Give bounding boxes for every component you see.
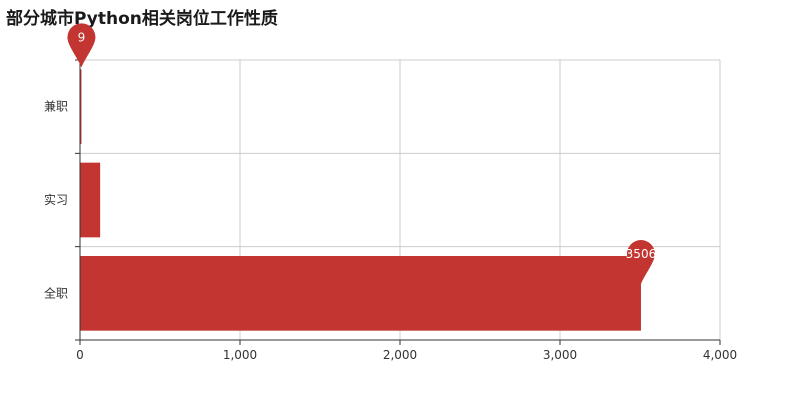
bar-2: [80, 69, 82, 144]
y-tick-label: 全职: [44, 285, 68, 300]
x-tick-label: 1,000: [223, 348, 257, 362]
x-tick-label: 3,000: [543, 348, 577, 362]
mark-pin-label: 3506: [626, 247, 657, 261]
x-tick-label: 4,000: [703, 348, 737, 362]
mark-point-兼职: 9: [67, 23, 96, 68]
x-tick-label: 0: [76, 348, 84, 362]
mark-pin-shape: [626, 240, 655, 284]
axes: 全职 实习 兼职 0 1,000 2,000 3,000 4,000: [44, 59, 737, 362]
chart-title: 部分城市Python相关岗位工作性质: [6, 9, 278, 29]
mark-pin-label: 9: [78, 30, 86, 44]
bars: [80, 69, 641, 331]
y-tick-label: 实习: [44, 192, 68, 207]
mark-pin-shape: [67, 23, 96, 68]
mark-point-全职: 3506: [626, 240, 657, 284]
mark-points: 9 3506: [67, 23, 656, 284]
y-tick-label: 兼职: [44, 100, 68, 114]
bar-1: [80, 162, 101, 238]
x-tick-label: 2,000: [383, 348, 417, 362]
bar-0: [80, 256, 641, 331]
